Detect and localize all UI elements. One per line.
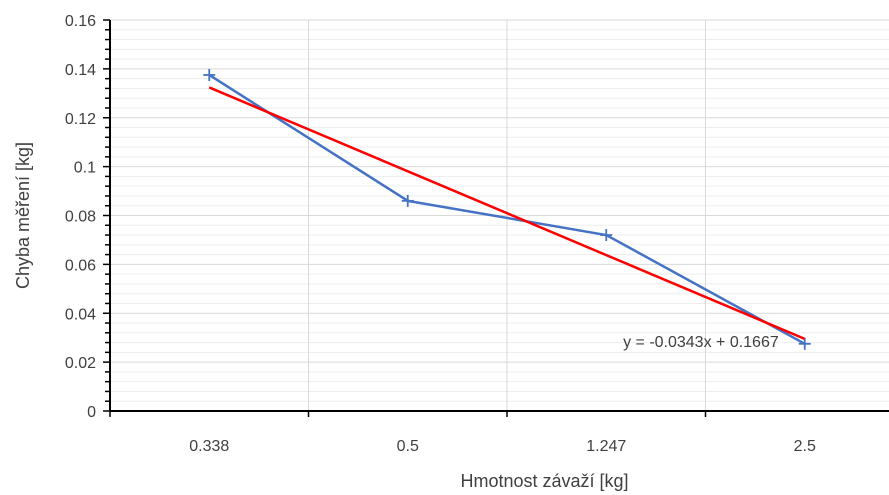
- major-gridlines: [110, 19, 889, 411]
- minor-gridlines: [110, 29, 889, 402]
- data-point-marker: [203, 68, 216, 81]
- y-tick-label: 0: [87, 404, 96, 421]
- y-tick-label: 0.14: [65, 62, 96, 79]
- trendline-layer: [208, 86, 806, 341]
- y-tick-label: 0.02: [65, 355, 96, 372]
- series-layer: [203, 68, 811, 350]
- series-line: [208, 73, 806, 345]
- data-point-marker: [600, 229, 613, 242]
- y-tick-label: 0.16: [65, 13, 96, 30]
- x-tick-label: 0.5: [397, 438, 419, 455]
- y-tick-label: 0.08: [65, 209, 96, 226]
- y-tick-label: 0.06: [65, 257, 96, 274]
- y-tick-label: 0.1: [74, 160, 96, 177]
- x-axis-title: Hmotnost závaží [kg]: [460, 471, 628, 491]
- x-tick-label: 1.247: [586, 438, 626, 455]
- trendline-equation: y = -0.0343x + 0.1667: [623, 334, 779, 351]
- axes: [103, 19, 889, 417]
- data-point-marker: [401, 194, 414, 207]
- y-tick-labels: 0 0.02 0.04 0.06 0.08 0.1 0.12 0.14 0.16: [65, 13, 96, 421]
- x-tick-labels: 0.338 0.5 1.247 2.5: [189, 438, 816, 455]
- x-tick-label: 2.5: [794, 438, 816, 455]
- trendline: [208, 86, 806, 341]
- x-tick-label: 0.338: [189, 438, 229, 455]
- y-tick-label: 0.04: [65, 306, 96, 323]
- y-axis-title: Chyba měření [kg]: [13, 142, 33, 289]
- data-point-marker: [798, 337, 811, 350]
- y-tick-label: 0.12: [65, 111, 96, 128]
